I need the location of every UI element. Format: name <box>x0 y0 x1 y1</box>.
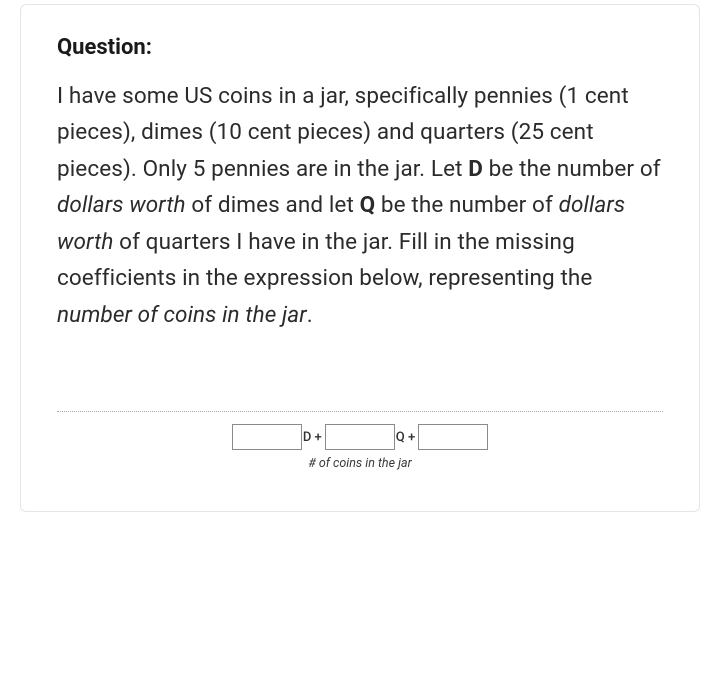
coefficient-input-D[interactable] <box>232 424 302 450</box>
var-D: D <box>468 156 483 182</box>
body-text-2: be the number of <box>483 156 661 182</box>
question-body: I have some US coins in a jar, specifica… <box>57 78 663 333</box>
body-text-4: be the number of <box>375 192 558 218</box>
coefficient-input-const[interactable] <box>418 424 488 450</box>
coefficient-input-Q[interactable] <box>325 424 395 450</box>
question-heading: Question: <box>57 35 663 60</box>
body-text-5: of quarters I have in the jar. Fill in t… <box>57 229 592 291</box>
expression-row: D + Q + <box>232 424 488 450</box>
operator-Q-plus: Q + <box>395 430 418 445</box>
italic-number-of-coins: number of coins in the jar <box>57 302 307 328</box>
body-text-3: of dimes and let <box>186 192 360 218</box>
expression-caption: # of coins in the jar <box>308 456 411 471</box>
var-Q: Q <box>360 192 376 218</box>
question-card: Question: I have some US coins in a jar,… <box>20 4 700 512</box>
body-text-6: . <box>307 302 313 328</box>
operator-D-plus: D + <box>302 430 325 445</box>
italic-dollars-worth-1: dollars worth <box>57 192 186 218</box>
expression-area: D + Q + # of coins in the jar <box>57 411 663 471</box>
